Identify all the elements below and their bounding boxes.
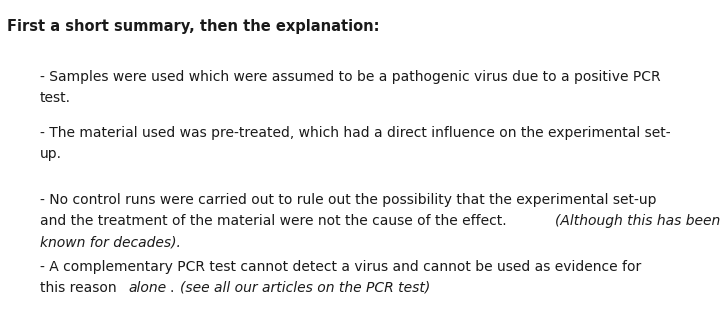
Text: known for decades).: known for decades). [40, 235, 181, 249]
Text: - The material used was pre-treated, which had a direct influence on the experim: - The material used was pre-treated, whi… [40, 126, 671, 140]
Text: up.: up. [40, 147, 62, 161]
Text: test.: test. [40, 91, 71, 105]
Text: and the treatment of the material were not the cause of the effect.: and the treatment of the material were n… [40, 214, 511, 228]
Text: - A complementary PCR test cannot detect a virus and cannot be used as evidence : - A complementary PCR test cannot detect… [40, 260, 641, 274]
Text: (Although this has been: (Although this has been [555, 214, 720, 228]
Text: .: . [170, 281, 179, 295]
Text: this reason: this reason [40, 281, 121, 295]
Text: (see all our articles on the PCR test): (see all our articles on the PCR test) [180, 281, 430, 295]
Text: - No control runs were carried out to rule out the possibility that the experime: - No control runs were carried out to ru… [40, 193, 656, 207]
Text: First a short summary, then the explanation:: First a short summary, then the explanat… [7, 19, 380, 34]
Text: alone: alone [128, 281, 167, 295]
Text: - Samples were used which were assumed to be a pathogenic virus due to a positiv: - Samples were used which were assumed t… [40, 70, 660, 84]
